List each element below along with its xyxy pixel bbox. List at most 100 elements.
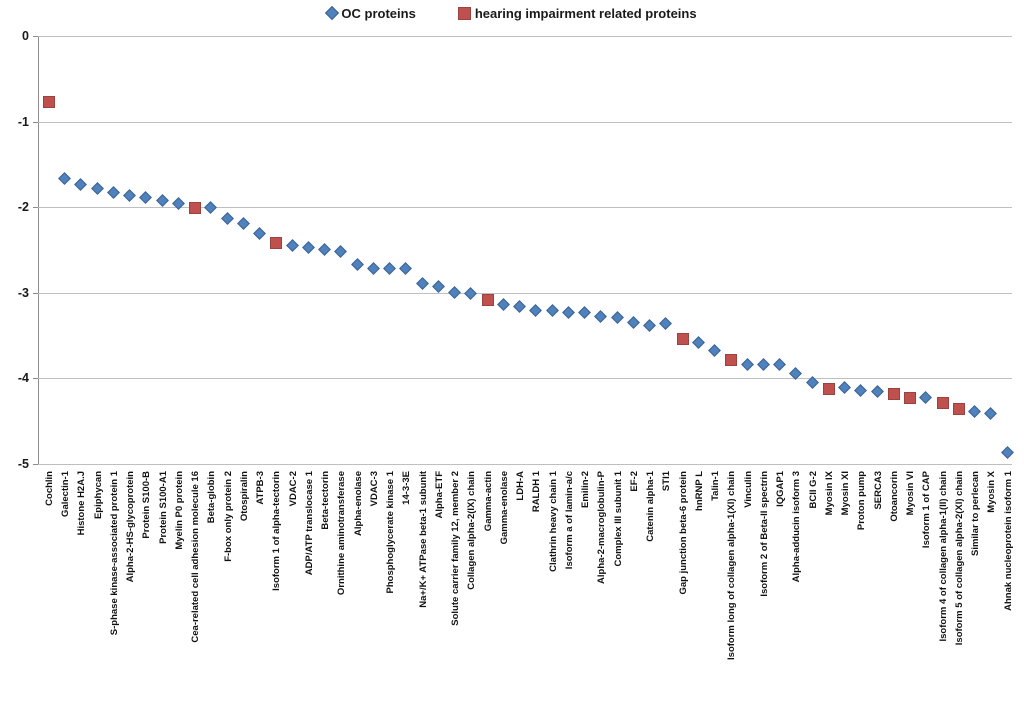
x-axis-label: Otoancorin xyxy=(888,471,900,522)
data-point-oc-protein xyxy=(984,406,998,420)
data-point-oc-protein xyxy=(350,258,364,271)
data-point-oc-protein xyxy=(708,343,721,357)
y-tick-label: -5 xyxy=(17,457,29,471)
x-axis-label: Cochlin xyxy=(43,471,55,506)
data-point-oc-protein xyxy=(464,287,478,300)
data-point-oc-protein xyxy=(334,245,348,258)
x-axis-label: Protein S100-B xyxy=(141,471,153,539)
gridline xyxy=(38,36,1012,37)
data-point-oc-protein xyxy=(659,317,673,330)
data-point-hearing-impairment xyxy=(725,353,738,366)
x-axis-label: Epiphycan xyxy=(92,471,104,520)
data-point-oc-protein xyxy=(578,305,591,319)
x-axis-label: RALDH 1 xyxy=(531,471,543,513)
y-tick-label: -1 xyxy=(17,114,29,129)
data-point-oc-protein xyxy=(643,318,656,332)
data-point-oc-protein xyxy=(106,186,120,199)
data-point-oc-protein xyxy=(253,227,266,240)
x-axis-label: Myelin P0 protein xyxy=(173,471,185,550)
data-point-oc-protein xyxy=(561,305,575,319)
x-axis-label: ADP/ATP translocase 1 xyxy=(303,471,315,576)
data-point-oc-protein xyxy=(740,358,754,371)
data-point-oc-protein xyxy=(854,383,868,397)
data-point-hearing-impairment xyxy=(676,333,689,346)
data-point-oc-protein xyxy=(431,280,445,294)
x-axis-label: Gamma-enolase xyxy=(498,471,510,545)
x-axis-label: Myosin XI xyxy=(840,471,852,516)
y-tick-mark xyxy=(33,121,38,123)
data-point-oc-protein xyxy=(594,310,608,323)
data-point-oc-protein xyxy=(236,216,250,230)
plot-area xyxy=(38,36,1014,465)
legend-item-oc-proteins: OC proteins xyxy=(325,5,416,21)
x-axis-label: Similar to perlecan xyxy=(970,471,982,557)
data-point-oc-protein xyxy=(318,242,331,256)
x-axis-label: Vinculin xyxy=(742,471,754,508)
x-axis-label: Otospiralin xyxy=(238,471,250,522)
x-axis-label: Isoform 1 of alpha-tectorin xyxy=(271,471,283,591)
chart-legend: OC proteins hearing impairment related p… xyxy=(0,3,1024,23)
x-axis-label: VDAC-2 xyxy=(287,471,299,507)
data-point-oc-protein xyxy=(691,335,705,349)
data-point-oc-protein xyxy=(610,311,624,324)
gridline xyxy=(38,378,1012,380)
x-axis-label: Gamma-actin xyxy=(482,471,494,532)
data-point-oc-protein xyxy=(301,240,315,254)
x-axis-label: Ahnak nucleoprotein isoform 1 xyxy=(1002,471,1014,611)
x-axis-label: F-box only protein 2 xyxy=(222,471,234,562)
y-tick-label: 0 xyxy=(22,29,29,43)
x-axis-label: Emilin-2 xyxy=(580,471,592,508)
data-point-hearing-impairment xyxy=(822,383,835,396)
x-axis-label: Galectin-1 xyxy=(60,471,72,517)
x-axis-label: Isoform 2 of Beta-II spectrin xyxy=(758,471,770,597)
data-point-hearing-impairment xyxy=(42,96,55,109)
x-axis-label: Alpha-enolase xyxy=(352,471,364,536)
data-point-oc-protein xyxy=(58,172,71,186)
data-point-oc-protein xyxy=(366,262,380,276)
x-axis-label: 14-3-3E xyxy=(401,471,413,505)
data-point-oc-protein xyxy=(383,262,396,276)
x-axis-label: Beta-tectorin xyxy=(320,471,332,530)
data-point-hearing-impairment xyxy=(952,402,965,415)
data-point-hearing-impairment xyxy=(270,236,283,249)
x-axis-label: Isoform 5 of collagen alpha-2(XI) chain xyxy=(953,471,965,646)
data-point-oc-protein xyxy=(773,358,786,371)
y-tick-label: -4 xyxy=(17,371,29,386)
x-axis-label: STI1 xyxy=(661,471,673,492)
x-axis-label: Histone H2A.J xyxy=(76,471,88,536)
data-point-hearing-impairment xyxy=(887,388,900,401)
x-axis-label: SERCA3 xyxy=(872,471,884,510)
x-axis-label: S-phase kinase-associated protein 1 xyxy=(108,471,120,636)
gridline xyxy=(38,207,1012,209)
data-point-oc-protein xyxy=(756,358,770,371)
data-point-oc-protein xyxy=(838,381,851,395)
x-axis-label: BCII G-2 xyxy=(807,471,819,509)
data-point-oc-protein xyxy=(1000,446,1014,460)
data-point-oc-protein xyxy=(285,239,299,252)
data-point-oc-protein xyxy=(399,262,413,276)
data-point-oc-protein xyxy=(204,201,218,215)
x-axis-label: Isoform 4 of collagen alpha-1(II) chain xyxy=(937,471,949,642)
x-axis-label: EF-2 xyxy=(628,471,640,492)
data-point-oc-protein xyxy=(870,384,884,398)
x-axis-label: Proton pump xyxy=(856,471,868,531)
red-square-icon xyxy=(457,6,471,20)
data-point-oc-protein xyxy=(139,191,153,204)
data-point-hearing-impairment xyxy=(936,396,949,409)
data-point-oc-protein xyxy=(155,193,169,207)
x-axis-label: Myosin X xyxy=(986,471,998,513)
data-point-oc-protein xyxy=(220,211,234,225)
data-point-oc-protein xyxy=(545,304,559,317)
y-tick-mark xyxy=(33,36,38,37)
data-point-hearing-impairment xyxy=(189,201,202,214)
data-point-oc-protein xyxy=(496,298,510,311)
x-axis-label: Talin-1 xyxy=(710,471,722,501)
x-axis-label: Solute carrier family 12, member 2 xyxy=(450,471,462,626)
x-axis-label: Alpha-adducin isoform 3 xyxy=(791,471,803,583)
blue-diamond-icon xyxy=(325,5,340,21)
x-axis-label: Clathrin heavy chain 1 xyxy=(547,471,559,572)
x-axis-label: Gap junction beta-6 protein xyxy=(677,471,689,595)
gridline xyxy=(38,121,1012,123)
x-axis-label: VDAC-3 xyxy=(368,471,380,507)
